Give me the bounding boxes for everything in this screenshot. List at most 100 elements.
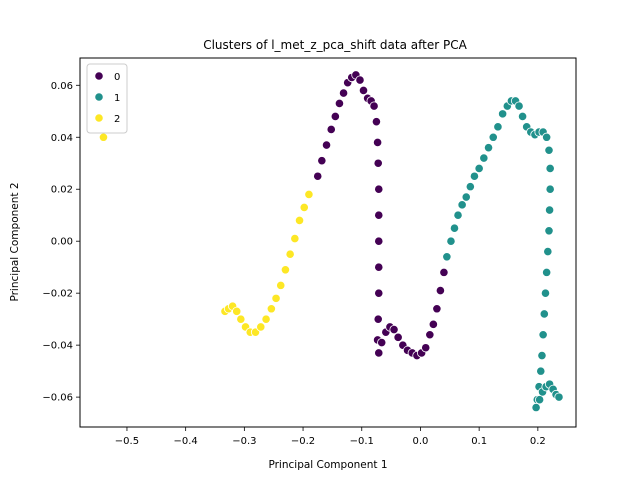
plot-frame xyxy=(79,57,577,428)
data-point-cluster-1 xyxy=(446,236,456,246)
data-point-cluster-0 xyxy=(421,343,431,353)
data-point-cluster-0 xyxy=(374,262,384,272)
data-point-cluster-1 xyxy=(493,122,503,132)
x-tick-label: 0.0 xyxy=(412,436,428,447)
data-point-cluster-0 xyxy=(377,337,387,348)
data-point-cluster-2 xyxy=(271,293,281,303)
data-point-cluster-1 xyxy=(536,366,546,376)
data-point-cluster-1 xyxy=(540,288,551,298)
data-point-cluster-1 xyxy=(531,402,541,413)
data-point-cluster-0 xyxy=(435,285,446,296)
data-point-cluster-0 xyxy=(425,330,435,340)
data-point-cluster-0 xyxy=(374,348,384,358)
data-point-cluster-1 xyxy=(474,163,484,174)
data-point-cluster-0 xyxy=(373,158,383,168)
data-point-cluster-0 xyxy=(374,288,384,298)
y-axis-ticks: −0.06 −0.04 −0.02 0.00 0.02 0.04 0.06 xyxy=(42,81,80,404)
y-tick-label: −0.02 xyxy=(42,289,73,300)
data-point-cluster-1 xyxy=(517,111,528,122)
y-tick-label: 0.06 xyxy=(51,81,73,92)
data-point-cluster-1 xyxy=(483,143,494,153)
data-point-cluster-2 xyxy=(280,265,291,275)
data-point-cluster-2 xyxy=(266,304,276,314)
data-point-cluster-0 xyxy=(374,236,384,246)
data-point-cluster-1 xyxy=(538,330,548,340)
data-point-cluster-0 xyxy=(432,304,442,314)
x-axis-label: Principal Component 1 xyxy=(268,459,387,471)
legend: 0 1 2 xyxy=(86,63,128,134)
data-point-cluster-1 xyxy=(465,182,475,192)
data-point-cluster-0 xyxy=(428,319,438,329)
legend-marker-0 xyxy=(94,71,104,81)
data-point-cluster-2 xyxy=(285,249,295,259)
data-point-cluster-0 xyxy=(372,137,383,148)
data-point-cluster-2 xyxy=(290,234,300,244)
data-point-cluster-1 xyxy=(461,192,471,202)
data-point-cluster-0 xyxy=(393,332,403,342)
legend-box xyxy=(86,63,128,134)
data-point-cluster-0 xyxy=(355,75,365,85)
x-axis-ticks: −0.5 −0.4 −0.3 −0.2 −0.1 0.0 0.1 0.2 xyxy=(115,427,546,447)
data-point-cluster-1 xyxy=(537,350,547,361)
data-point-cluster-0 xyxy=(374,210,384,220)
data-point-cluster-1 xyxy=(457,200,467,210)
data-point-cluster-0 xyxy=(439,267,449,277)
legend-label-0: 0 xyxy=(114,72,120,83)
legend-label-1: 1 xyxy=(114,93,120,104)
data-point-cluster-0 xyxy=(326,124,336,135)
x-tick-label: −0.5 xyxy=(115,436,139,447)
legend-marker-1 xyxy=(94,92,104,102)
data-point-cluster-1 xyxy=(514,101,524,111)
data-point-cluster-2 xyxy=(256,322,266,332)
data-point-cluster-0 xyxy=(321,140,332,150)
data-point-cluster-1 xyxy=(498,109,508,119)
y-axis-label: Principal Component 2 xyxy=(9,182,21,301)
scatter-points xyxy=(98,70,564,413)
data-point-cluster-1 xyxy=(479,153,489,163)
data-point-cluster-1 xyxy=(535,395,545,405)
data-point-cluster-2 xyxy=(232,306,242,316)
data-point-cluster-2 xyxy=(304,189,314,200)
legend-label-2: 2 xyxy=(114,114,120,125)
y-tick-label: −0.06 xyxy=(42,393,73,404)
data-point-cluster-1 xyxy=(554,392,564,402)
data-point-cluster-1 xyxy=(542,267,552,277)
y-tick-label: 0.04 xyxy=(51,133,73,144)
legend-marker-2 xyxy=(94,113,104,123)
data-point-cluster-0 xyxy=(369,101,379,111)
data-point-cluster-1 xyxy=(545,184,555,194)
x-tick-label: 0.1 xyxy=(471,436,487,447)
data-point-cluster-0 xyxy=(373,314,383,324)
x-tick-label: −0.2 xyxy=(291,436,315,447)
x-tick-label: −0.4 xyxy=(174,436,198,447)
data-point-cluster-2 xyxy=(276,280,286,290)
y-tick-label: 0.02 xyxy=(51,185,73,196)
data-point-cluster-2 xyxy=(236,314,246,324)
data-point-cluster-0 xyxy=(389,324,399,335)
x-tick-label: −0.1 xyxy=(350,436,374,447)
data-point-cluster-2 xyxy=(261,314,271,324)
data-point-cluster-1 xyxy=(542,132,552,142)
data-point-cluster-1 xyxy=(488,132,498,142)
data-point-cluster-2 xyxy=(294,215,305,226)
x-tick-label: −0.3 xyxy=(232,436,256,447)
chart-title: Clusters of l_met_z_pca_shift data after… xyxy=(203,38,467,52)
data-point-cluster-0 xyxy=(374,184,384,194)
data-point-cluster-1 xyxy=(544,205,555,215)
y-tick-label: −0.04 xyxy=(42,341,73,352)
data-point-cluster-1 xyxy=(544,226,554,236)
data-point-cluster-1 xyxy=(453,210,463,220)
data-point-cluster-0 xyxy=(338,88,349,98)
data-point-cluster-1 xyxy=(545,163,555,174)
data-point-cluster-0 xyxy=(334,98,345,109)
data-point-cluster-1 xyxy=(539,309,549,319)
y-tick-label: 0.00 xyxy=(51,237,73,248)
data-point-cluster-0 xyxy=(313,171,323,181)
data-point-cluster-2 xyxy=(299,202,309,213)
data-point-cluster-1 xyxy=(543,247,553,257)
data-point-cluster-1 xyxy=(442,252,452,262)
data-point-cluster-0 xyxy=(317,156,327,166)
x-tick-label: 0.2 xyxy=(530,436,546,447)
data-point-cluster-1 xyxy=(544,145,554,155)
